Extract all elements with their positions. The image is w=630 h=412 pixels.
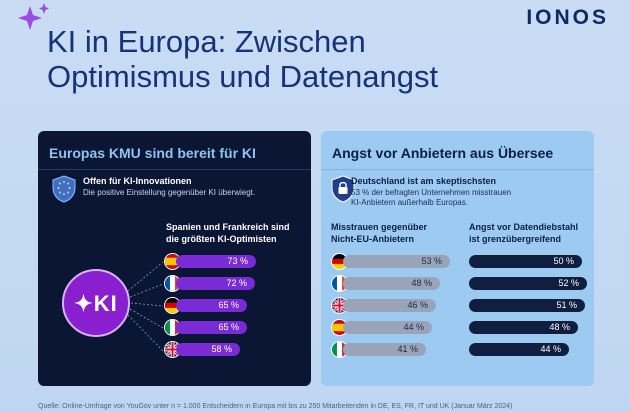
left-bar-uk: 58 % (176, 343, 240, 356)
connector-lines (127, 261, 164, 352)
left-list-heading-line-1: Spanien und Frankreich sind (166, 222, 290, 232)
theft-bar-it: 44 % (469, 343, 569, 356)
left-sub-text: Die positive Einstellung gegenüber KI üb… (83, 188, 256, 197)
right-sub-text-line-2: KI-Anbietern außerhalb Europas. (351, 198, 468, 207)
left-bar-fr: 72 % (176, 277, 255, 290)
right-col2-heading: Angst vor Datendiebstahl ist grenzübergr… (469, 221, 578, 245)
left-list-heading: Spanien und Frankreich sind die größten … (166, 221, 290, 245)
sparkle-icon (18, 3, 49, 30)
mistrust-bar-it: 41 % (343, 343, 426, 356)
theft-bar-uk: 51 % (469, 299, 585, 312)
right-panel: Angst vor Anbietern aus Übersee Deutschl… (321, 131, 594, 386)
theft-bar-fr: 52 % (469, 277, 587, 290)
mistrust-bar-fr: 48 % (343, 277, 440, 290)
left-bar-es: 73 % (176, 255, 256, 268)
page-title: KI in Europa: Zwischen Optimismus und Da… (47, 24, 438, 94)
right-col1-heading-line-1: Misstrauen gegenüber (331, 222, 428, 232)
right-col1-heading-line-2: Nicht-EU-Anbietern (331, 234, 414, 244)
left-bar-de: 65 % (176, 299, 247, 312)
right-sub-text-line-1: 53 % der befragten Unternehmen misstraue… (351, 188, 512, 197)
ki-badge-label: ✦KI (64, 291, 128, 317)
eu-shield-icon (52, 175, 76, 203)
mistrust-bar-de: 53 % (343, 255, 450, 268)
right-col2-heading-line-1: Angst vor Datendiebstahl (469, 222, 579, 232)
right-sub-text: 53 % der befragten Unternehmen misstraue… (351, 188, 511, 208)
theft-bar-es: 48 % (469, 321, 578, 334)
title-line-1: KI in Europa: Zwischen (47, 24, 366, 59)
right-col1-heading: Misstrauen gegenüber Nicht-EU-Anbietern (331, 221, 427, 245)
ki-badge: ✦KI (62, 269, 130, 337)
title-line-2: Optimismus und Datenangst (47, 59, 439, 94)
right-divider (321, 169, 594, 170)
ki-label: KI (93, 291, 118, 316)
left-divider (38, 169, 311, 170)
mistrust-bar-uk: 46 % (343, 299, 436, 312)
right-sub-title: Deutschland ist am skeptischsten (351, 176, 497, 186)
right-col2-heading-line-2: ist grenzübergreifend (469, 234, 562, 244)
left-panel: Europas KMU sind bereit für KI Offen für… (38, 131, 311, 386)
left-list-heading-line-2: die größten KI-Optimisten (166, 234, 277, 244)
source-footnote: Quelle: Online-Umfrage von YouGov unter … (38, 403, 513, 410)
brand-logo: IONOS (526, 6, 609, 29)
left-panel-heading: Europas KMU sind bereit für KI (49, 145, 256, 161)
lock-shield-icon (331, 175, 355, 203)
ki-sparkle-glyph: ✦ (74, 291, 94, 316)
left-sub-title: Offen für KI-Innovationen (83, 176, 192, 186)
left-bar-it: 65 % (176, 321, 247, 334)
right-panel-heading: Angst vor Anbietern aus Übersee (332, 145, 554, 161)
theft-bar-de: 50 % (469, 255, 582, 268)
mistrust-bar-es: 44 % (343, 321, 432, 334)
